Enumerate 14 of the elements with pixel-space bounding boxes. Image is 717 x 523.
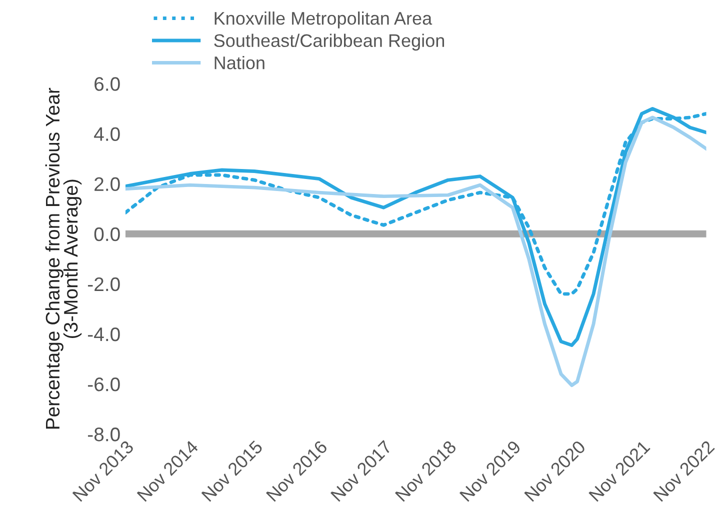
y-tick-label: -2.0: [88, 277, 120, 292]
y-tick-label: -8.0: [88, 428, 120, 442]
y-tick-label: 6.0: [94, 77, 120, 91]
legend-label: Nation: [214, 56, 264, 70]
legend-label: Southeast/Caribbean Region: [214, 34, 444, 51]
y-tick-label: 4.0: [94, 127, 120, 141]
y-tick-label: 2.0: [94, 177, 120, 192]
legend-label: Knoxville Metropolitan Area: [214, 12, 432, 28]
line-series: [125, 106, 706, 347]
line-series: [125, 116, 706, 388]
y-tick-label: -6.0: [88, 378, 120, 392]
y-axis-title: Percentage Change from Previous Year (3-Month Average): [45, 88, 82, 429]
y-tick-label: 0.0: [94, 227, 120, 242]
y-tick-label: -4.0: [88, 327, 120, 342]
